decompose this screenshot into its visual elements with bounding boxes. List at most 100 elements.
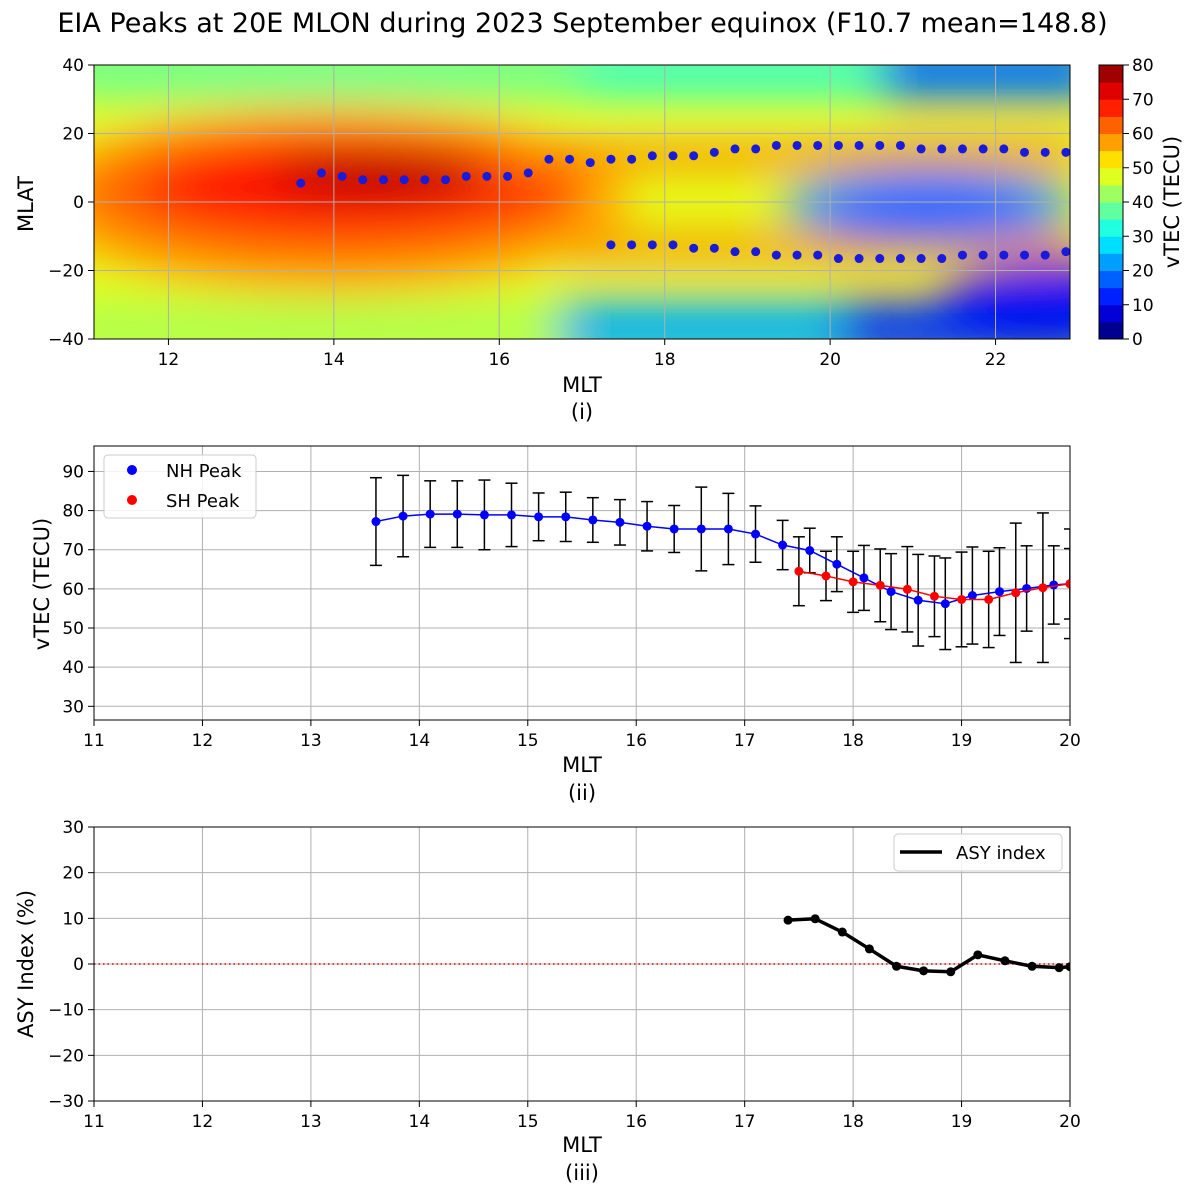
legend-label-asy: ASY index <box>956 843 1046 864</box>
sh-peak-point <box>648 240 657 249</box>
nh-peak-point <box>426 510 435 519</box>
asy-point <box>811 914 820 923</box>
colorbar-tick-label: 30 <box>1132 227 1154 247</box>
nh-peak-point <box>606 155 615 164</box>
colorbar-tick-label: 50 <box>1132 159 1154 179</box>
colorbar-level <box>1099 99 1123 117</box>
panel-ii-vtec: 11 12 13 14 15 16 17 18 19 2030405060708090 NH Pe… <box>30 446 1081 805</box>
legend-label-sh: SH Peak <box>166 491 240 512</box>
y-tick-label: 10 <box>62 909 84 929</box>
nh-peak-point <box>710 148 719 157</box>
sh-peak-point <box>794 567 803 576</box>
x-tick-label: 14 <box>323 350 345 370</box>
x-tick-label: 16 <box>625 1112 647 1132</box>
sh-peak-point <box>1020 251 1029 260</box>
colorbar-level <box>1099 134 1123 152</box>
colorbar-level <box>1099 65 1123 83</box>
panel-iii-label: (iii) <box>565 1161 599 1185</box>
asy-point <box>838 928 847 937</box>
nh-peak-point <box>534 512 543 521</box>
panel-ii-series <box>370 475 1076 662</box>
x-tick-label: 15 <box>517 1112 539 1132</box>
colorbar: 01020304050607080 <box>1099 56 1154 350</box>
nh-peak-point <box>565 155 574 164</box>
sh-peak-point <box>999 251 1008 260</box>
nh-peak-point <box>482 172 491 181</box>
x-tick-label: 19 <box>951 1112 973 1132</box>
x-tick-label: 19 <box>951 731 973 751</box>
asy-point <box>1000 956 1009 965</box>
panel-ii-xlabel: MLT <box>562 753 602 777</box>
x-tick-label: 20 <box>819 350 841 370</box>
x-tick-label: 14 <box>409 1112 431 1132</box>
nh-peak-point <box>1041 148 1050 157</box>
nh-peak-point <box>399 512 408 521</box>
nh-peak-point <box>751 144 760 153</box>
x-tick-label: 13 <box>300 1112 322 1132</box>
sh-peak-point <box>822 571 831 580</box>
colorbar-tick-label: 60 <box>1132 125 1154 145</box>
panel-i-ylabel: MLAT <box>14 176 38 232</box>
sh-peak-point <box>731 247 740 256</box>
x-tick-label: 12 <box>192 1112 214 1132</box>
x-tick-label: 12 <box>192 731 214 751</box>
sh-peak-point <box>606 240 615 249</box>
colorbar-tick-label: 80 <box>1132 56 1154 76</box>
asy-point <box>892 962 901 971</box>
sh-peak-point <box>979 251 988 260</box>
nh-peak-point <box>979 144 988 153</box>
nh-peak-point <box>648 151 657 160</box>
sh-peak-point <box>1011 588 1020 597</box>
nh-peak-point <box>462 172 471 181</box>
sh-peak-point <box>875 254 884 263</box>
asy-point <box>919 966 928 975</box>
colorbar-level <box>1099 322 1123 340</box>
nh-peak-point <box>524 168 533 177</box>
panel-iii-ylabel: ASY Index (%) <box>14 890 38 1038</box>
nh-peak-point <box>778 541 787 550</box>
y-tick-label: 50 <box>62 619 84 639</box>
asy-point <box>784 916 793 925</box>
sh-peak-point <box>903 585 912 594</box>
nh-peak-point <box>875 141 884 150</box>
panel-iii-asy: 11 12 13 14 15 16 17 18 19 20 −30 −20 −10 0 10 20 30 ASY… <box>14 818 1081 1185</box>
nh-peak-point <box>400 175 409 184</box>
nh-series-line <box>376 514 1070 604</box>
colorbar-level <box>1099 116 1123 134</box>
nh-peak-point <box>441 175 450 184</box>
y-tick-label: 30 <box>62 697 84 717</box>
y-tick-label: 0 <box>73 193 84 213</box>
x-tick-label: 13 <box>300 731 322 751</box>
nh-peak-point <box>887 587 896 596</box>
asy-point <box>865 944 874 953</box>
x-tick-label: 17 <box>734 731 756 751</box>
nh-peak-point <box>689 151 698 160</box>
nh-peak-point <box>670 524 679 533</box>
colorbar-tick-label: 20 <box>1132 262 1154 282</box>
sh-peak-point <box>772 251 781 260</box>
sh-peak-point <box>710 244 719 253</box>
nh-peak-point <box>724 524 733 533</box>
colorbar-level <box>1099 202 1123 220</box>
sh-peak-point <box>793 251 802 260</box>
nh-peak-point <box>668 151 677 160</box>
heatmap-field <box>30 40 1180 360</box>
sh-peak-point <box>896 254 905 263</box>
nh-peak-point <box>544 155 553 164</box>
colorbar-level <box>1099 219 1123 237</box>
x-tick-label: 16 <box>625 731 647 751</box>
x-tick-label: 17 <box>734 1112 756 1132</box>
nh-peak-point <box>855 141 864 150</box>
panel-iii-xlabel: MLT <box>562 1133 602 1157</box>
colorbar-level <box>1099 185 1123 203</box>
y-tick-label: 40 <box>62 658 84 678</box>
nh-peak-point <box>697 524 706 533</box>
nh-peak-point <box>615 518 624 527</box>
y-tick-label: 70 <box>62 541 84 561</box>
nh-peak-point <box>1020 148 1029 157</box>
sh-peak-point <box>984 595 993 604</box>
colorbar-level <box>1099 271 1123 289</box>
x-tick-label: 12 <box>158 350 180 370</box>
nh-peak-point <box>1061 148 1070 157</box>
